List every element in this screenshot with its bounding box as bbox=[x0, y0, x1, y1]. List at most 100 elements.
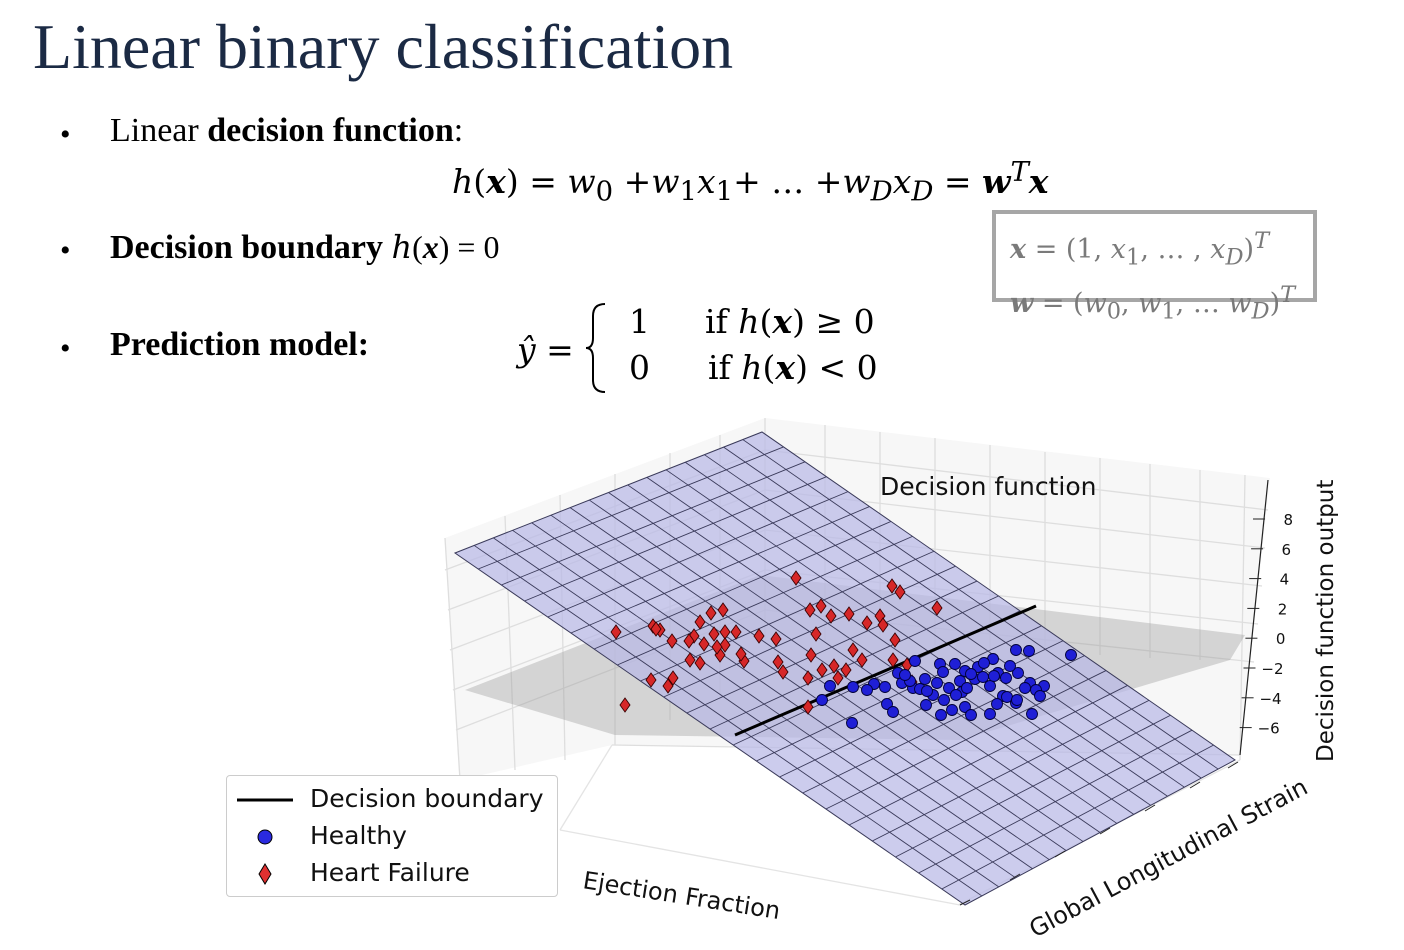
healthy-point bbox=[881, 698, 893, 710]
heart-failure-point bbox=[805, 647, 817, 663]
surface-grid-line bbox=[627, 484, 1118, 824]
heart-failure-point bbox=[694, 614, 706, 630]
healthy-point bbox=[937, 666, 949, 678]
healthy-point bbox=[1034, 690, 1046, 702]
heart-failure-point bbox=[840, 662, 852, 678]
z-tick-label: 8 bbox=[1283, 511, 1293, 529]
surface-grid-line bbox=[723, 446, 1202, 779]
surface-title: Decision function bbox=[880, 472, 1097, 501]
healthy-point bbox=[919, 673, 931, 685]
z-tick-label: −6 bbox=[1258, 720, 1280, 738]
heart-failure-point bbox=[802, 699, 814, 715]
line-swatch-icon bbox=[237, 798, 293, 802]
heart-failure-point bbox=[847, 642, 859, 658]
healthy-point bbox=[965, 668, 977, 680]
heart-failure-point bbox=[825, 608, 837, 624]
x-vector-definition: x = (1, x1, … , xD)T bbox=[1010, 228, 1270, 271]
heart-failure-point bbox=[708, 626, 720, 642]
heart-failure-point bbox=[832, 670, 844, 686]
heart-failure-point bbox=[816, 662, 828, 678]
heart-failure-point bbox=[662, 678, 674, 694]
heart-failure-point bbox=[735, 646, 747, 662]
heart-failure-point bbox=[772, 654, 784, 670]
healthy-point bbox=[899, 669, 911, 681]
left-brace bbox=[585, 303, 606, 393]
z-tick-label: 6 bbox=[1282, 541, 1292, 559]
chart-legend: Decision boundary Healthy Heart Failure bbox=[226, 775, 558, 897]
z-axis: 8 6 4 2 0 −2 −4 −6 bbox=[1239, 479, 1293, 756]
surface-grid-line bbox=[531, 522, 1033, 870]
healthy-point bbox=[977, 671, 989, 683]
heart-failure-point bbox=[705, 605, 717, 621]
heart-failure-point bbox=[694, 655, 706, 671]
heart-failure-point bbox=[856, 652, 868, 668]
legend-item-boundary: Decision boundary bbox=[227, 782, 557, 818]
heart-failure-point bbox=[887, 652, 899, 668]
x-axis-label: Ejection Fraction bbox=[581, 866, 782, 925]
healthy-point bbox=[920, 699, 932, 711]
surface-grid-line bbox=[704, 454, 1185, 788]
healthy-point bbox=[950, 689, 962, 701]
case-0-value: 0 bbox=[629, 348, 650, 387]
z-tick-label: 4 bbox=[1280, 571, 1290, 589]
surface-grid-line bbox=[684, 461, 1168, 797]
heart-failure-point bbox=[667, 670, 679, 686]
healthy-point bbox=[931, 677, 943, 689]
surface-grid-line bbox=[473, 545, 983, 897]
heart-failure-point bbox=[711, 639, 723, 655]
heart-failure-point bbox=[666, 633, 678, 649]
decision-function-equation: h(x) = w0 +w1x1+ … +wDxD = wTx bbox=[452, 156, 1049, 208]
heart-failure-point bbox=[931, 600, 943, 616]
heart-failure-point bbox=[719, 637, 731, 653]
bullet-prediction-model: Prediction model: bbox=[110, 326, 370, 363]
healthy-point bbox=[847, 681, 859, 693]
healthy-point bbox=[816, 694, 828, 706]
surface-grid-line bbox=[742, 439, 1219, 770]
heart-failure-point bbox=[753, 628, 765, 644]
heart-failure-point bbox=[770, 631, 782, 647]
bullet-decision-function: Linear decision function: bbox=[110, 112, 464, 149]
decision-boundary-line bbox=[734, 604, 1037, 737]
surface-grid-line bbox=[569, 507, 1067, 851]
healthy-point bbox=[965, 709, 977, 721]
case-1-condition: if h(x) ≥ 0 bbox=[705, 302, 875, 341]
heart-failure-point bbox=[889, 632, 901, 648]
healthy-point bbox=[954, 675, 966, 687]
x-axis-ticks bbox=[959, 761, 1239, 906]
healthy-point bbox=[846, 717, 858, 729]
heart-failure-point bbox=[683, 633, 695, 649]
heart-failure-point bbox=[610, 624, 622, 640]
page-title: Linear binary classification bbox=[33, 11, 734, 82]
healthy-point bbox=[1000, 672, 1012, 684]
healthy-point bbox=[949, 658, 961, 670]
w-vector-definition: w = (w0, w1, … wD)T bbox=[1010, 282, 1296, 325]
case-1-value: 1 bbox=[629, 302, 650, 341]
circle-marker-icon bbox=[257, 829, 273, 845]
healthy-point bbox=[1026, 708, 1038, 720]
healthy-point bbox=[1012, 667, 1024, 679]
bullet-dot: • bbox=[60, 332, 71, 365]
surface-grid-line bbox=[608, 492, 1101, 833]
heart-failure-point bbox=[650, 621, 662, 637]
heart-failure-point bbox=[717, 602, 729, 618]
heart-failure-point bbox=[645, 672, 657, 688]
healthy-point bbox=[984, 680, 996, 692]
heart-failure-point bbox=[815, 598, 827, 614]
z-tick-label: 2 bbox=[1278, 600, 1288, 618]
heart-failure-point bbox=[730, 624, 742, 640]
bullet-dot: • bbox=[60, 118, 71, 151]
surface-grid-line bbox=[646, 477, 1135, 815]
y-hat: ŷ = bbox=[517, 330, 574, 369]
diamond-marker-icon bbox=[258, 863, 272, 885]
z-axis-label: Decision function output bbox=[1313, 480, 1339, 762]
healthy-point bbox=[991, 698, 1003, 710]
heart-failure-point bbox=[877, 617, 889, 633]
z-tick-label: −4 bbox=[1259, 690, 1281, 708]
healthy-point bbox=[978, 657, 990, 669]
z-tick-label: 0 bbox=[1276, 630, 1286, 648]
surface-grid-line bbox=[512, 529, 1016, 879]
healthy-point bbox=[1023, 645, 1035, 657]
healthy-point bbox=[1010, 644, 1022, 656]
heart-failure-point bbox=[802, 670, 814, 686]
